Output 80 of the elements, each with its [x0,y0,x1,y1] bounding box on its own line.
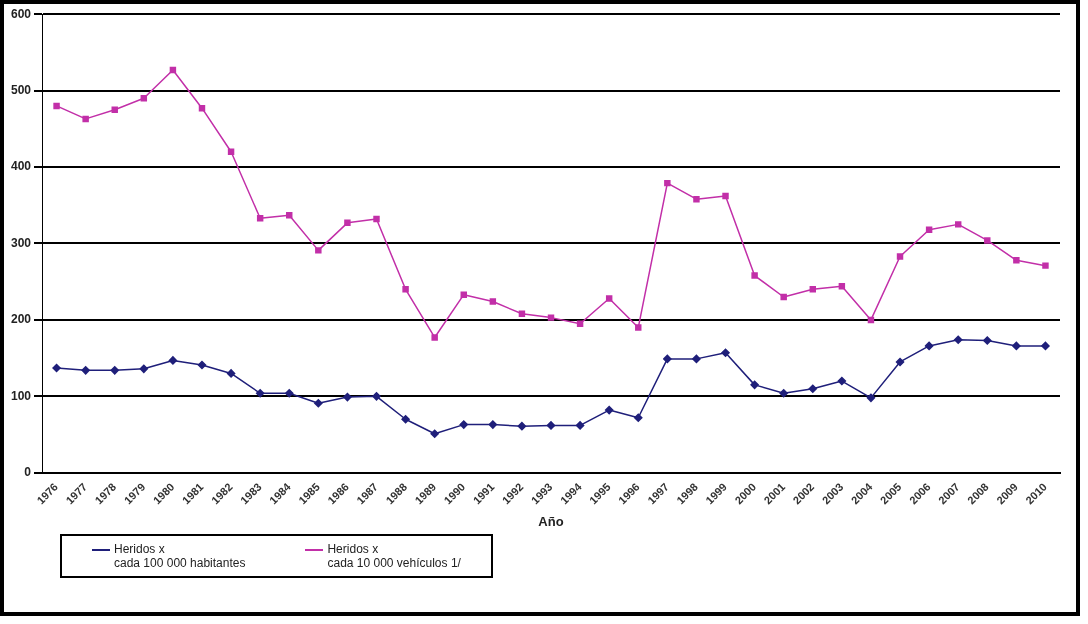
point [604,405,614,415]
point [286,211,293,219]
point [344,219,351,227]
point [227,148,235,155]
point [779,389,788,398]
point [984,237,991,244]
point [895,357,905,367]
point [1041,341,1050,351]
point [837,376,847,386]
point [197,360,207,370]
point [866,393,876,403]
y-tick-label: 500 [10,82,32,97]
point [372,392,381,401]
point [517,421,527,431]
point [111,106,118,113]
point [925,226,933,233]
point [664,179,671,187]
y-tick-label: 300 [10,235,32,250]
point [460,291,467,298]
point [983,336,992,345]
point [924,341,934,351]
x-axis-title: Año [538,513,564,529]
point [663,354,672,364]
point [401,415,410,424]
point [168,356,178,365]
point [373,215,380,223]
point [198,104,206,112]
point [430,429,439,439]
point [255,389,265,398]
point [110,366,119,375]
point [750,380,759,390]
point [634,413,643,422]
point [140,95,148,102]
point [808,384,818,393]
point [459,420,469,429]
point [1012,341,1021,351]
point [343,392,352,402]
point [1042,262,1049,269]
point [315,247,322,254]
point [285,389,294,398]
point [635,324,642,331]
point [1013,257,1020,264]
point [896,253,904,260]
point [402,286,409,293]
point [518,310,526,318]
point [139,364,149,374]
point [575,421,585,430]
y-tick-label: 100 [10,388,32,403]
point [721,348,730,358]
point [488,420,498,429]
point [226,369,236,378]
y-tick-label: 200 [10,312,32,327]
point [169,66,177,74]
point [546,421,556,430]
point [954,221,962,228]
point [867,316,875,324]
point [53,102,60,110]
point [722,192,729,200]
point [431,334,438,341]
legend-label: Heridos x cada 100 000 habitantes [114,542,246,570]
point [953,335,963,345]
point [605,295,613,302]
point [81,366,90,375]
point [256,215,264,222]
point [809,286,816,293]
point [52,363,61,373]
y-tick-label: 400 [10,159,32,174]
point [751,272,758,279]
point [82,115,89,123]
y-tick-label: 600 [10,6,32,21]
point [547,314,555,321]
legend-label: Heridos x cada 10 000 vehículos 1/ [327,542,461,570]
point [780,293,787,301]
y-tick-label: 0 [24,465,32,480]
point [693,195,700,203]
point [314,398,323,408]
point [838,283,846,290]
point [489,298,497,305]
point [576,320,584,327]
point [692,354,701,364]
